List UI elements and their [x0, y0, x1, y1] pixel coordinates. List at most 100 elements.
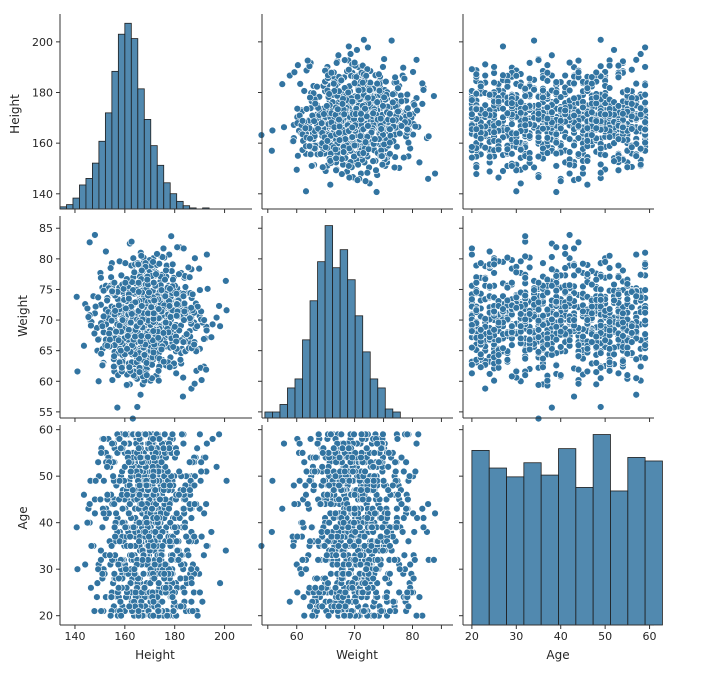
scatter-point	[151, 486, 159, 494]
scatter-point	[641, 43, 649, 52]
scatter-point	[222, 306, 231, 314]
scatter-point	[632, 292, 640, 300]
scatter-point	[137, 332, 145, 340]
hist-bar	[287, 387, 296, 419]
scatter-point	[154, 367, 163, 375]
scatter-point	[196, 286, 204, 294]
scatter-point	[641, 98, 649, 107]
scatter-point	[485, 282, 494, 291]
scatter-point	[623, 163, 632, 171]
scatter-point	[293, 105, 302, 113]
scatter-point	[203, 250, 211, 259]
scatter-point	[106, 551, 114, 559]
scatter-point	[552, 138, 560, 147]
scatter-point	[641, 330, 649, 338]
scatter-point	[103, 342, 112, 350]
scatter-point	[298, 449, 307, 457]
scatter-point	[548, 51, 556, 59]
scatter-point	[477, 326, 485, 334]
scatter-point	[179, 439, 188, 448]
scatter-point	[155, 435, 163, 443]
scatter-point	[268, 147, 276, 155]
y-tick-label: 180	[32, 87, 53, 100]
scatter-point	[96, 495, 105, 504]
scatter-point	[601, 151, 609, 159]
scatter-point	[117, 444, 125, 452]
scatter-point	[155, 376, 163, 385]
scatter-point	[138, 500, 146, 508]
scatter-point	[169, 343, 177, 351]
scatter-point	[165, 505, 173, 513]
scatter-point	[166, 481, 174, 490]
scatter-point	[596, 349, 605, 357]
scatter-point	[574, 365, 583, 374]
scatter-point	[135, 444, 143, 452]
scatter-point	[525, 310, 534, 318]
scatter-point	[403, 125, 411, 134]
scatter-point	[583, 124, 592, 132]
scatter-point	[592, 332, 600, 341]
scatter-point	[180, 316, 188, 324]
scatter-point	[134, 279, 143, 287]
scatter-point	[125, 602, 134, 611]
hist-bar	[309, 300, 318, 419]
hist-bar	[117, 33, 126, 210]
scatter-point	[340, 110, 348, 118]
scatter-point	[150, 279, 158, 287]
scatter-point	[153, 250, 161, 258]
scatter-point	[173, 300, 181, 308]
scatter-point	[583, 180, 592, 189]
scatter-point	[557, 371, 565, 379]
scatter-point	[574, 122, 583, 130]
scatter-point	[414, 430, 422, 439]
scatter-point	[415, 158, 424, 167]
scatter-point	[359, 78, 367, 87]
scatter-point	[90, 607, 99, 615]
scatter-point	[334, 51, 343, 59]
scatter-point	[179, 292, 188, 300]
scatter-point	[588, 108, 596, 116]
scatter-point	[268, 477, 277, 485]
scatter-point	[113, 403, 122, 412]
scatter-point	[278, 505, 286, 513]
scatter-point	[481, 71, 489, 80]
scatter-point	[160, 357, 168, 366]
scatter-point	[298, 117, 307, 125]
hist-bar	[362, 351, 371, 419]
scatter-point	[548, 108, 556, 116]
scatter-point	[107, 542, 116, 550]
scatter-point	[193, 444, 201, 452]
scatter-point	[136, 391, 145, 399]
scatter-point	[118, 505, 127, 513]
scatter-point	[294, 152, 302, 160]
scatter-point	[565, 294, 574, 303]
scatter-point	[570, 79, 578, 88]
scatter-point	[332, 166, 340, 174]
scatter-point	[477, 332, 485, 341]
scatter-point	[178, 430, 186, 439]
scatter-point	[472, 125, 481, 133]
scatter-point	[628, 329, 636, 337]
scatter-point	[161, 430, 169, 439]
scatter-point	[490, 63, 498, 71]
scatter-point	[632, 374, 640, 382]
scatter-point	[142, 481, 151, 490]
scatter-point	[87, 584, 95, 592]
scatter-point	[73, 565, 82, 573]
scatter-point	[190, 532, 198, 541]
hist-bar	[111, 70, 119, 210]
scatter-point	[605, 326, 614, 335]
scatter-point	[184, 263, 193, 272]
scatter-point	[565, 86, 574, 95]
scatter-point	[207, 333, 216, 341]
hist-bar	[143, 119, 152, 210]
scatter-point	[142, 359, 151, 367]
scatter-point	[477, 134, 485, 143]
scatter-point	[143, 518, 151, 527]
scatter-point	[369, 157, 377, 165]
scatter-point	[97, 449, 105, 457]
scatter-point	[490, 307, 498, 316]
scatter-point	[431, 169, 439, 178]
scatter-point	[155, 260, 163, 268]
